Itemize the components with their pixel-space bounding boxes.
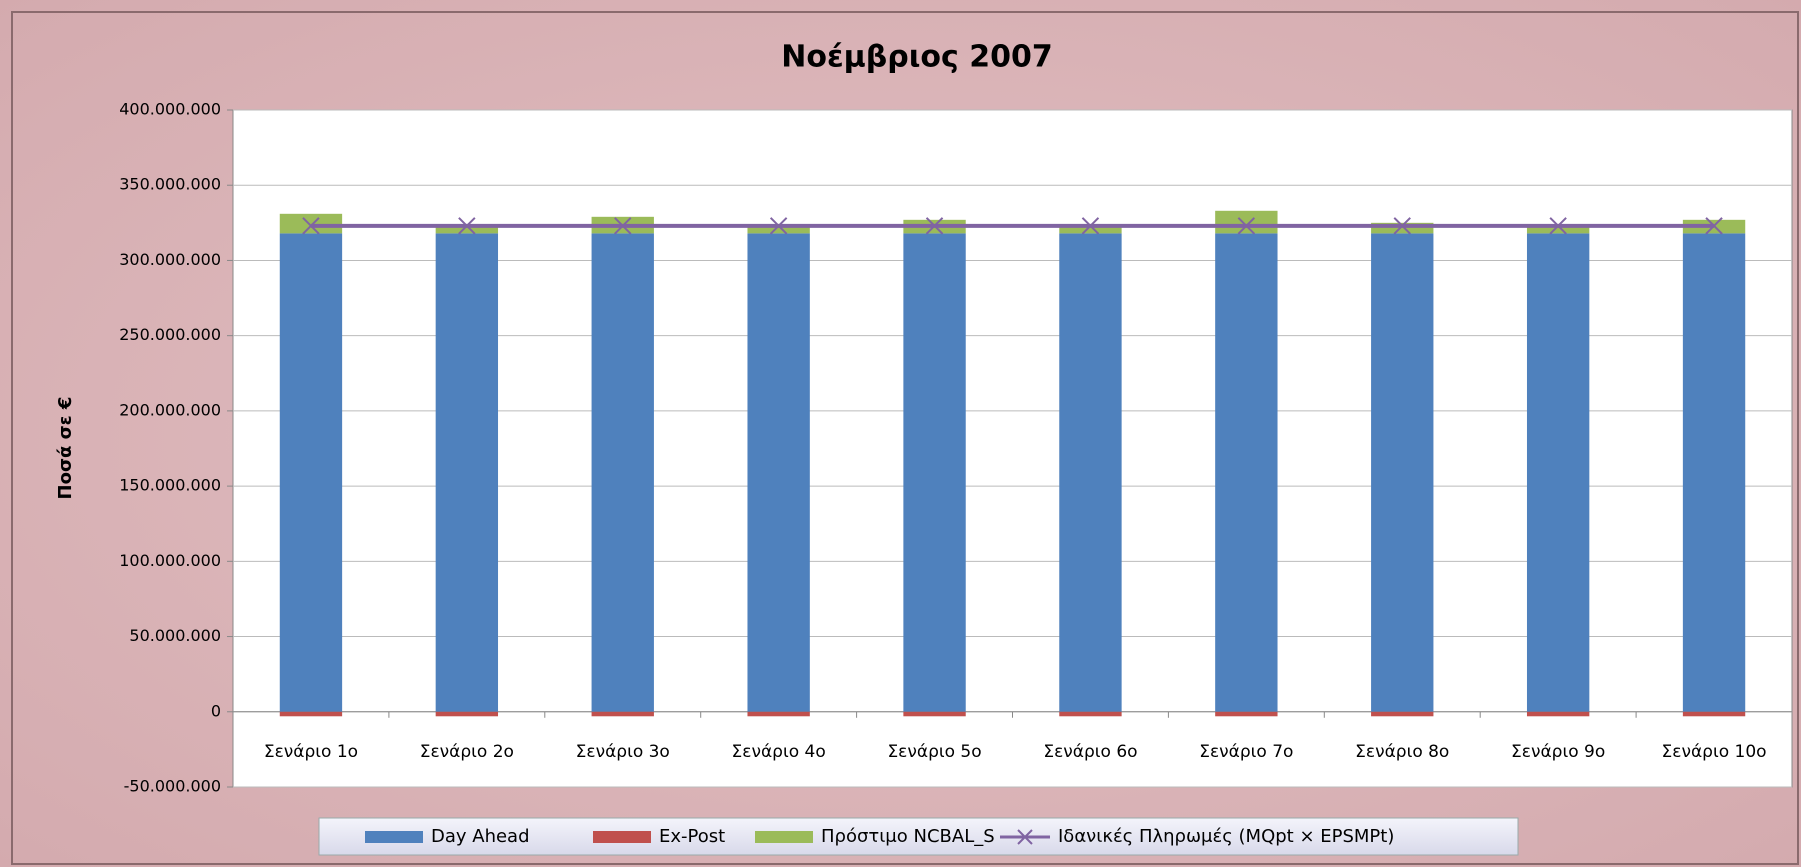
x-tick-label: Σενάριο 10ο: [1662, 742, 1767, 762]
bar: [747, 233, 810, 712]
line-marker: [1705, 217, 1723, 235]
bar: [1371, 222, 1434, 234]
x-tick-label: Σενάριο 9ο: [1511, 742, 1605, 762]
bar: [903, 233, 966, 712]
marker-cross: [1237, 217, 1256, 235]
bar: [1215, 711, 1278, 717]
line-marker: [302, 217, 320, 235]
bar: [279, 233, 343, 712]
bar: [435, 711, 499, 717]
bar: [1059, 227, 1122, 234]
bar: [591, 711, 654, 717]
line-marker: [614, 217, 632, 235]
legend-label: Ιδανικές Πληρωμές (MQpt × EPSMPt): [1058, 826, 1394, 847]
marker-cross: [1393, 217, 1411, 235]
line-marker: [1549, 217, 1567, 235]
bar: [435, 233, 499, 712]
bar: [1059, 233, 1122, 712]
x-tick-label: Σενάριο 8ο: [1355, 742, 1449, 762]
y-tick-label: 50.000.000: [129, 626, 221, 645]
bar: [1215, 233, 1278, 712]
y-tick-label: 0: [211, 701, 221, 720]
legend-swatch-marker: [1017, 829, 1033, 845]
marker-cross: [1705, 217, 1723, 235]
y-tick-label: 350.000.000: [119, 175, 221, 194]
marker-cross: [458, 217, 476, 235]
legend: Day Ahead Ex-Post Πρόστιμο NCBAL_S Ιδανικές…: [365, 826, 1394, 847]
line-marker: [1237, 217, 1256, 235]
line-marker: [769, 217, 788, 235]
marker-cross: [302, 217, 320, 235]
bar: [279, 213, 343, 234]
legend-label: Day Ahead: [431, 826, 530, 847]
x-tick-label: Σενάριο 4ο: [732, 742, 826, 762]
y-tick-label: -50.000.000: [124, 777, 221, 796]
x-tick-label: Σενάριο 6ο: [1043, 742, 1137, 762]
bar: [747, 227, 810, 234]
chart-title: Νοέμβριος 2007: [781, 40, 1052, 75]
chart-frame: [11, 11, 1799, 865]
bar: [747, 711, 810, 717]
legend-box: [318, 817, 1519, 856]
y-tick-label: 300.000.000: [119, 250, 221, 269]
marker-cross: [769, 217, 788, 235]
line-marker: [1393, 217, 1411, 235]
y-tick-label: 150.000.000: [119, 476, 221, 495]
y-axis-label: Ποσά σε €: [55, 397, 76, 500]
marker-cross: [925, 217, 944, 235]
legend-label: Ex-Post: [659, 826, 725, 847]
bar: [1682, 711, 1746, 717]
bar: [1526, 233, 1590, 712]
x-tick-label: Σενάριο 1ο: [264, 742, 358, 762]
line-marker: [458, 217, 476, 235]
x-tick-label: Σενάριο 2ο: [420, 742, 514, 762]
bar: [1526, 225, 1590, 234]
y-tick-label: 100.000.000: [119, 551, 221, 570]
x-tick-label: Σενάριο 7ο: [1199, 742, 1293, 762]
bar: [1371, 233, 1434, 712]
bar: [1682, 233, 1746, 712]
marker-cross: [1549, 217, 1567, 235]
bar: [1059, 711, 1122, 717]
bar: [279, 711, 343, 717]
bar: [1371, 711, 1434, 717]
marker-cross: [614, 217, 632, 235]
bar: [1526, 711, 1590, 717]
legend-swatch: [755, 831, 813, 843]
legend-swatch: [593, 831, 651, 843]
legend-swatch: [365, 831, 423, 843]
bar: [1215, 210, 1278, 234]
y-tick-label: 200.000.000: [119, 400, 221, 419]
line-marker: [925, 217, 944, 235]
line-marker: [1081, 217, 1100, 235]
bar: [435, 227, 499, 234]
y-tick-label: 400.000.000: [119, 100, 221, 119]
bar: [591, 233, 654, 712]
bar: [903, 711, 966, 717]
legend-label: Πρόστιμο NCBAL_S: [821, 826, 995, 847]
marker-cross: [1081, 217, 1100, 235]
y-tick-label: 250.000.000: [119, 325, 221, 344]
x-tick-label: Σενάριο 3ο: [576, 742, 670, 762]
x-tick-label: Σενάριο 5ο: [887, 742, 981, 762]
